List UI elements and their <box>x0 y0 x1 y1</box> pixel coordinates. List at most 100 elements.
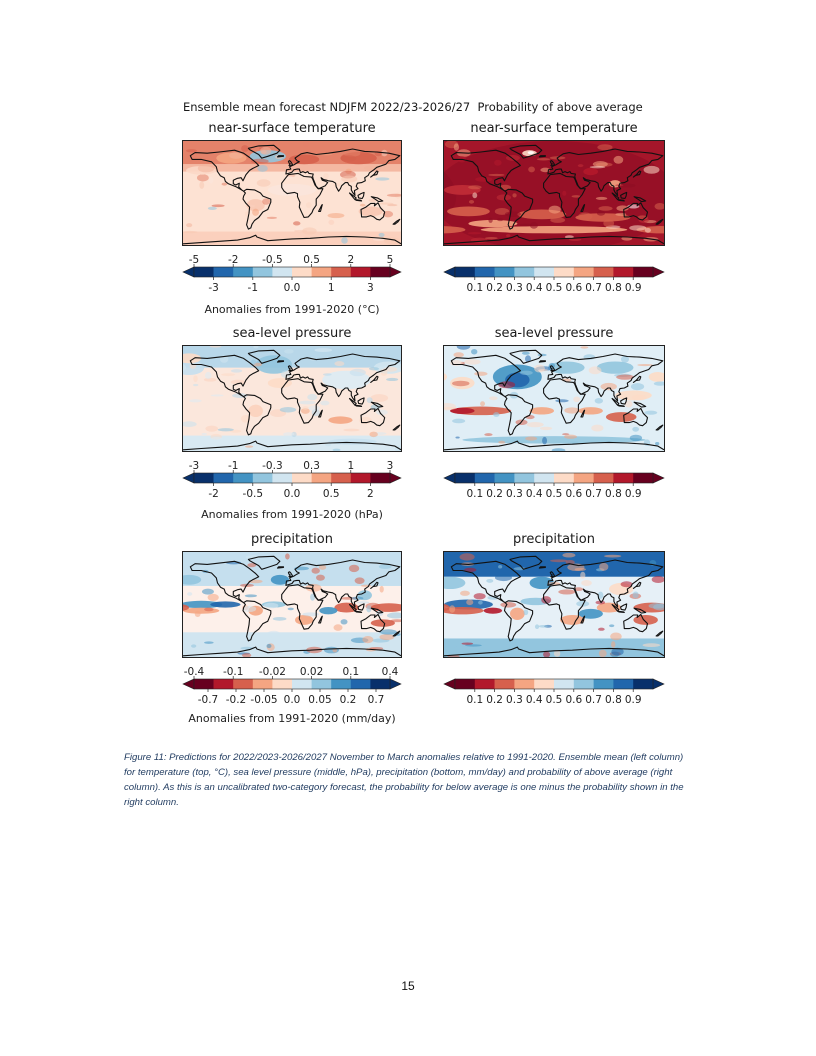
panel-title-temp-mean: near-surface temperature <box>208 121 376 136</box>
coastline-icelnd <box>276 360 285 363</box>
map-temp-mean <box>182 140 402 246</box>
coastline-png <box>370 196 384 203</box>
colorbar-segment <box>494 679 515 689</box>
coastline-madagascar <box>580 409 586 418</box>
colorbar-top-tick: 0.4 <box>382 666 399 678</box>
coastline-samerica <box>503 394 534 436</box>
colorbar-segment <box>331 679 352 689</box>
coastline-namerica <box>189 149 260 192</box>
coastline-samerica <box>242 188 272 230</box>
coastline-africa <box>281 172 324 219</box>
colorbar-segment <box>455 267 476 277</box>
coastline-nz <box>655 218 664 225</box>
map-slp-prob <box>443 345 665 452</box>
colorbar-bottom-tick: 0.7 <box>368 694 385 706</box>
colorbar-segment <box>272 473 293 483</box>
coastline-eurasia <box>547 353 664 402</box>
colorbar-bottom-tick: 0.8 <box>605 694 622 706</box>
coastline-icelnd <box>538 360 546 363</box>
colorbar-segment <box>534 267 555 277</box>
colorbar-segment <box>534 473 555 483</box>
coastline-nz <box>392 218 401 225</box>
colorbar-bottom-tick: 0.7 <box>585 282 602 294</box>
coastline-borneo <box>620 603 628 611</box>
colorbar-extend-high <box>652 678 665 690</box>
coastline-samerica <box>503 188 534 230</box>
colorbar-segment <box>494 473 515 483</box>
coastline-africa <box>543 584 586 630</box>
coastline-borneo <box>357 191 365 200</box>
colorbar-extend-high <box>652 266 665 278</box>
colorbar-segment <box>633 679 654 689</box>
colorbar-bottom-tick: 0.8 <box>605 282 622 294</box>
coastline-antarctica <box>183 234 401 245</box>
colorbar-bottom-tick: 0.0 <box>284 694 301 706</box>
colorbar-bottom-tick: 0.0 <box>284 488 301 500</box>
coastline-icelnd <box>538 566 546 569</box>
coastline-madagascar <box>318 409 323 418</box>
coastline-uk <box>549 160 556 167</box>
coastline-namerica <box>450 560 521 604</box>
colorbar-top-tick: -0.1 <box>223 666 244 678</box>
colorbar-bottom-tick: 0.8 <box>605 488 622 500</box>
colorbar-segment <box>213 473 234 483</box>
colorbar-segment <box>213 267 234 277</box>
colorbar-extend-high <box>389 472 402 484</box>
coastline-java <box>617 199 625 202</box>
colorbar-bottom-tick: 0.4 <box>526 488 543 500</box>
colorbar-segment <box>613 267 634 277</box>
coastline-png <box>370 401 384 408</box>
coastline-nz <box>392 424 401 431</box>
colorbar-segment <box>311 679 332 689</box>
colorbar-bottom-tick: -1 <box>248 282 258 294</box>
colorbar-bottom-tick: 0.2 <box>486 282 503 294</box>
colorbar-segment <box>474 473 495 483</box>
colorbar-extend-high <box>652 472 665 484</box>
colorbar-temp-mean: -5 -2 -0.5 0.5 2 5 -3 -1 0.0 1 3 <box>182 254 402 300</box>
colorbar-segment <box>350 679 371 689</box>
coastline-japan <box>370 375 379 383</box>
colorbar-precip-prob: 0.1 0.2 0.3 0.4 0.5 0.6 0.7 0.8 0.9 <box>443 666 665 712</box>
colorbar-segment <box>514 267 535 277</box>
coastline-greenland <box>247 555 281 570</box>
coastline-borneo <box>620 397 628 405</box>
colorbar-bottom-tick: 0.3 <box>506 488 523 500</box>
colorbar-segment <box>474 267 495 277</box>
colorbar-bottom-tick: 0.2 <box>486 488 503 500</box>
colorbar-segment <box>455 679 476 689</box>
coastline-icelnd <box>538 155 546 158</box>
coastline-namerica <box>450 149 521 192</box>
colorbar-bottom-tick: -2 <box>208 488 218 500</box>
colorbar-segment <box>593 267 614 277</box>
coastline-nz <box>655 424 664 431</box>
coastline-eurasia <box>285 148 401 196</box>
colorbar-segment <box>554 473 575 483</box>
colorbar-top-tick: -0.02 <box>259 666 286 678</box>
coastline-borneo <box>357 603 365 611</box>
colorbar-top-tick: -2 <box>228 254 238 266</box>
colorbar-extend-high <box>389 266 402 278</box>
coastline-antarctica <box>444 440 664 451</box>
colorbar-extend-low <box>443 266 456 278</box>
colorbar-segment <box>331 473 352 483</box>
colorbar-bottom-tick: -0.2 <box>226 694 247 706</box>
colorbar-bottom-tick: 0.9 <box>625 488 642 500</box>
colorbar-segment <box>194 267 214 277</box>
coastline-java <box>617 404 625 408</box>
coastline-namerica <box>189 560 260 604</box>
colorbar-top-tick: -3 <box>189 460 199 472</box>
coastline-indonesia <box>348 397 357 406</box>
colorbar-segment <box>613 473 634 483</box>
coastline-japan <box>632 375 642 383</box>
coastline-madagascar <box>318 615 323 624</box>
colorbar-segment <box>233 267 254 277</box>
coastline-japan <box>632 170 642 178</box>
colorbar-top-tick: 3 <box>387 460 394 472</box>
coastline-png <box>633 401 647 408</box>
colorbar-segment <box>494 267 515 277</box>
map-slp-mean <box>182 345 402 452</box>
colorbar-extend-low <box>182 472 195 484</box>
coastline-indonesia <box>348 603 357 612</box>
coastline-png <box>633 607 647 614</box>
colorbar-segment <box>292 473 312 483</box>
